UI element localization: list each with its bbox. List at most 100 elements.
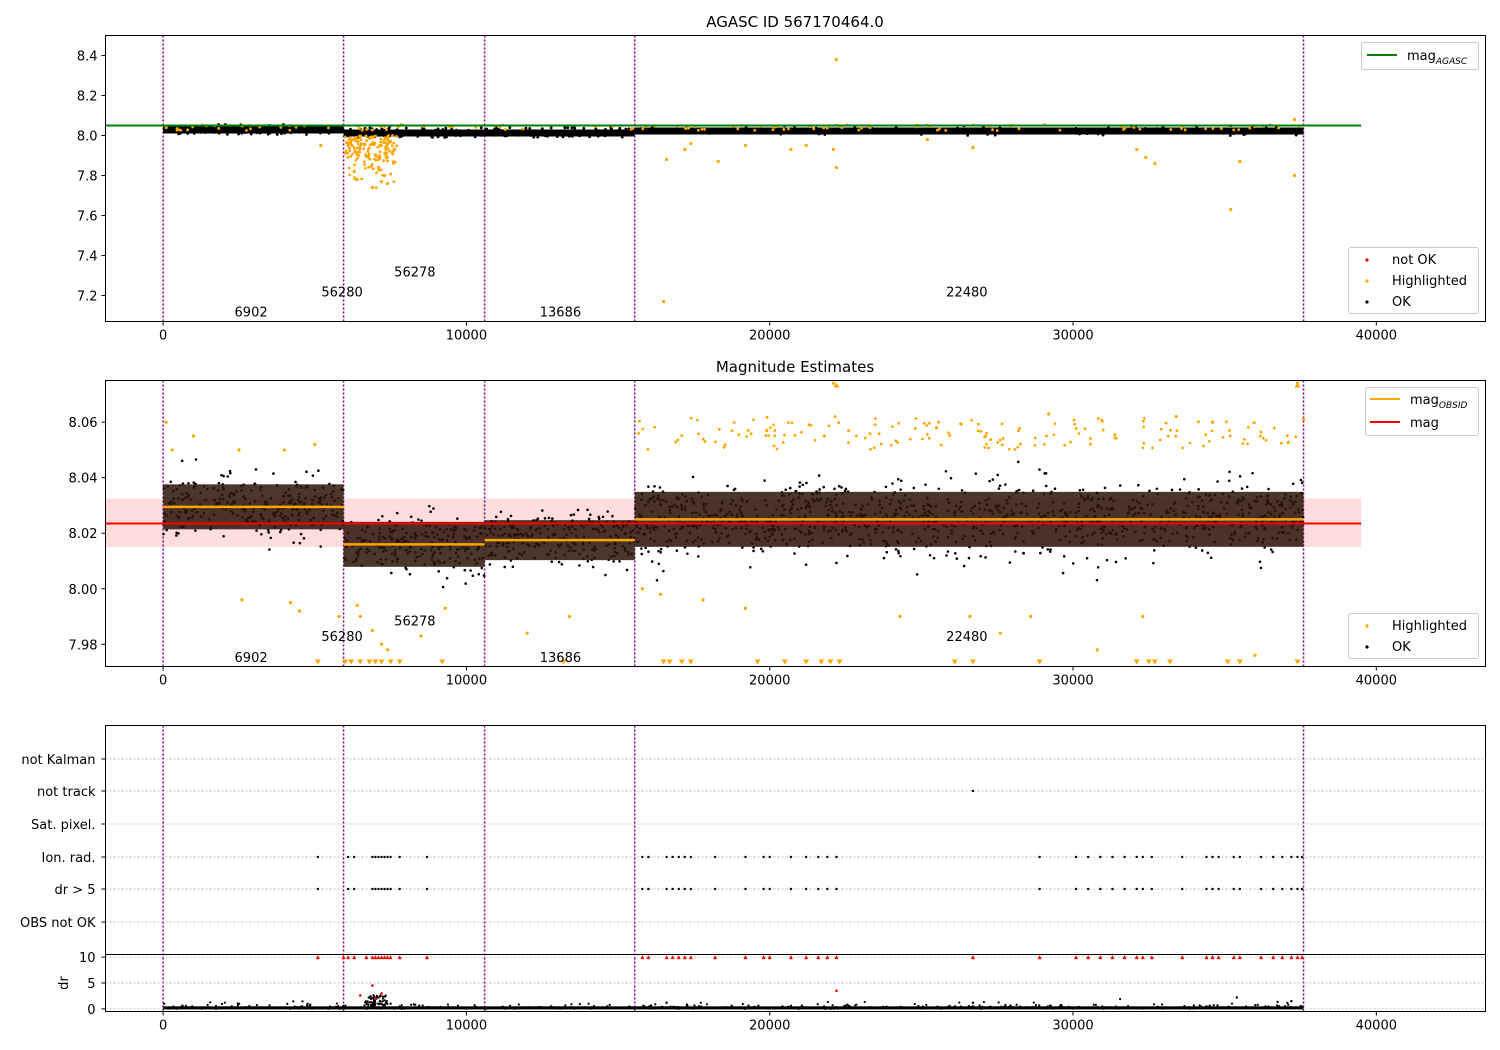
clipped-low-marker — [314, 659, 321, 665]
highlighted-point — [1264, 438, 1268, 442]
x-tick-label: 0 — [159, 674, 167, 689]
ok-point — [657, 549, 660, 553]
dr-point — [626, 1006, 629, 1009]
agasc-point-legend: not OK Highlighted OK — [1348, 247, 1479, 314]
highlighted-point — [937, 420, 941, 424]
dr-point — [1289, 1005, 1292, 1009]
dr-point — [1212, 1006, 1215, 1010]
ok-point — [955, 557, 959, 560]
flag-point — [371, 855, 374, 859]
dr-point — [1061, 1006, 1064, 1009]
highlighted-point — [764, 434, 768, 437]
ok-point — [467, 128, 470, 132]
dr-point — [1152, 1003, 1156, 1006]
ok-point — [1228, 470, 1231, 474]
ok-point — [659, 547, 663, 551]
ok-point — [454, 129, 457, 133]
highlighted-point — [1144, 155, 1148, 160]
flag-point — [1300, 855, 1304, 859]
ok-point — [381, 514, 384, 518]
highlighted-point — [391, 152, 395, 156]
highlighted-point — [369, 165, 373, 168]
ok-point — [706, 129, 710, 133]
highlighted-point — [703, 127, 706, 131]
ok-point — [408, 572, 412, 576]
highlighted-point — [282, 448, 287, 452]
highlighted-point — [344, 141, 348, 145]
flag-point — [386, 855, 389, 859]
flag-point — [1259, 887, 1263, 891]
dr-point — [986, 1007, 989, 1010]
magnitude-line-legend: magOBSID mag — [1365, 387, 1479, 436]
ok-point — [748, 130, 752, 134]
ok-point — [219, 129, 223, 133]
ok-points-band — [163, 126, 344, 134]
ok-point — [196, 128, 199, 132]
dr-point — [412, 1003, 415, 1006]
highlighted-point — [686, 126, 690, 129]
clipped-low-marker — [818, 659, 825, 665]
highlighted-point — [873, 423, 877, 427]
ok-point — [872, 128, 876, 132]
ok-point — [932, 556, 936, 560]
highlighted-point — [765, 428, 769, 433]
x-tick-label: 40000 — [1356, 329, 1397, 344]
flags-panel-frame — [105, 725, 1486, 1012]
ok-point — [627, 131, 631, 135]
ok-point — [974, 472, 978, 475]
highlighted-point — [358, 614, 362, 619]
ok-point — [1103, 486, 1107, 490]
dr-point — [476, 1006, 480, 1009]
ok-point — [294, 480, 297, 484]
highlighted-point — [714, 440, 717, 444]
ok-point — [1016, 460, 1020, 464]
ok-point — [692, 129, 696, 133]
dr-point — [675, 1007, 678, 1010]
ok-point — [1096, 132, 1100, 136]
highlighted-point — [371, 167, 375, 171]
ok-point — [1022, 551, 1025, 555]
dr-point — [367, 1005, 370, 1008]
clipped-low-marker — [396, 659, 403, 665]
dr-point — [371, 1005, 375, 1008]
obsid-label: 56278 — [394, 615, 435, 630]
ok-point — [944, 469, 948, 473]
dr-point — [667, 1006, 670, 1010]
ok-point — [267, 531, 271, 534]
dr-clipped-marker — [1110, 955, 1115, 960]
ok-point — [509, 514, 513, 518]
dr-point — [1192, 1004, 1195, 1007]
highlighted-point — [743, 606, 748, 610]
highlighted-point — [385, 144, 389, 147]
ok-point — [420, 519, 423, 522]
highlighted-point — [337, 614, 341, 619]
highlighted-point — [771, 128, 775, 132]
ok-point — [348, 130, 352, 133]
dr-point — [428, 1006, 431, 1010]
highlighted-point — [868, 432, 872, 436]
highlighted-point — [772, 444, 776, 448]
flag-point — [371, 887, 374, 891]
highlighted-point — [894, 439, 898, 443]
dr-point — [439, 1005, 442, 1008]
highlighted-point — [976, 429, 980, 433]
dr-point — [415, 1006, 419, 1009]
dr-point — [410, 1007, 413, 1010]
ok-point — [288, 126, 292, 130]
dr-point — [426, 1005, 429, 1009]
flag-point — [1232, 855, 1235, 859]
flag-point — [762, 855, 765, 859]
highlighted-point — [812, 127, 816, 131]
ok-point — [655, 578, 659, 582]
dr-clipped-marker — [788, 955, 793, 960]
ok-point — [417, 518, 420, 521]
dr-point — [688, 1006, 691, 1010]
dr-point — [1013, 1006, 1016, 1009]
clipped-low-marker — [372, 659, 379, 665]
dr-clipped-marker — [341, 955, 346, 960]
ok-point — [998, 126, 1002, 130]
dr-point — [592, 1004, 596, 1008]
ok-point — [759, 547, 763, 551]
ok-point — [1014, 550, 1017, 553]
highlighted-point — [1141, 446, 1145, 450]
